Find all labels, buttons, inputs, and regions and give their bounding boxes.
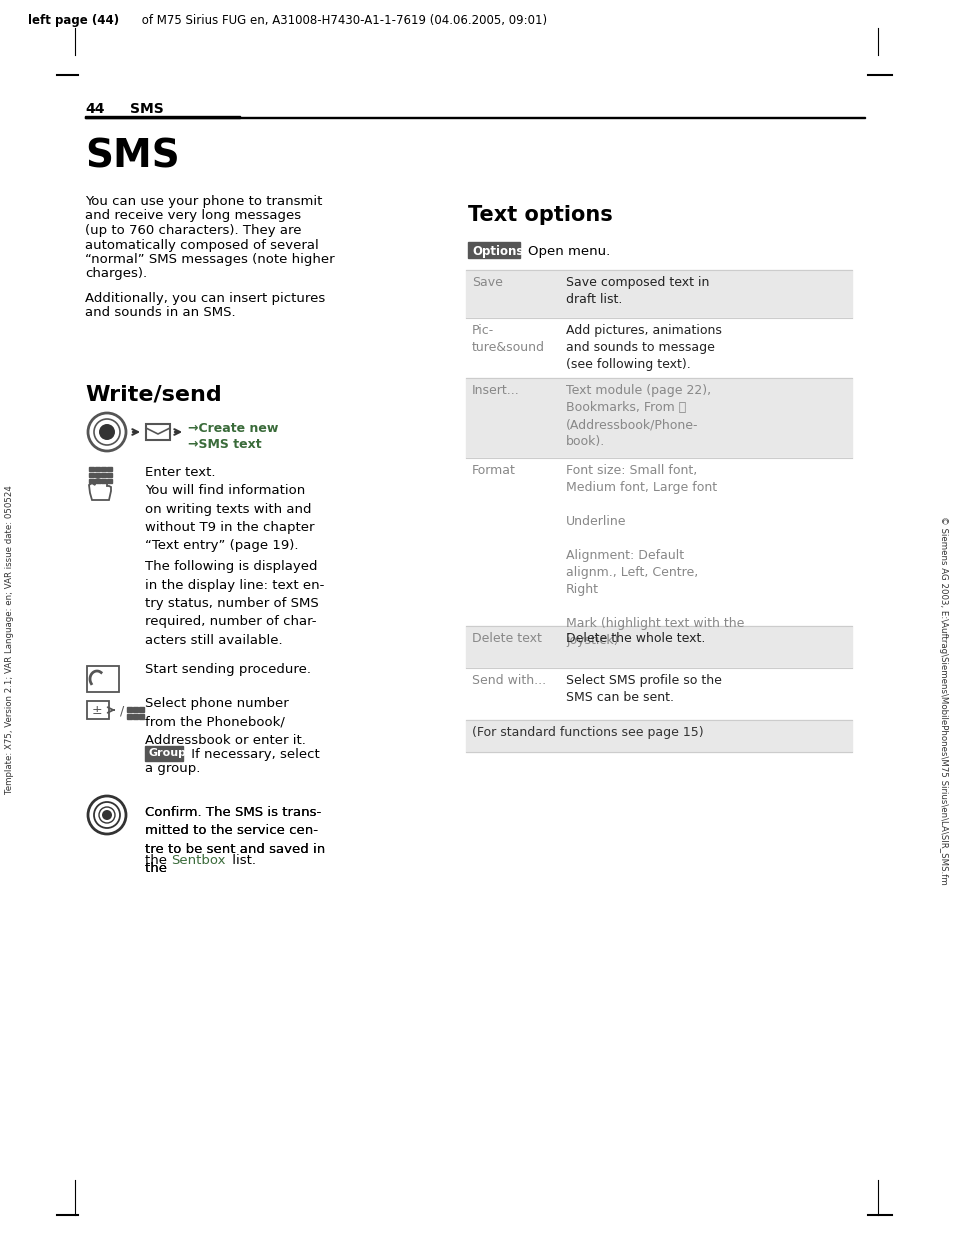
- Text: a group.: a group.: [145, 763, 200, 775]
- Text: the: the: [145, 854, 172, 867]
- Bar: [107, 467, 112, 471]
- Bar: [465, 270, 851, 318]
- Bar: [89, 478, 94, 483]
- Text: Open menu.: Open menu.: [527, 245, 610, 258]
- Text: Options: Options: [472, 245, 523, 258]
- Text: of M75 Sirius FUG en, A31008-H7430-A1-1-7619 (04.06.2005, 09:01): of M75 Sirius FUG en, A31008-H7430-A1-1-…: [138, 14, 547, 27]
- Text: If necessary, select: If necessary, select: [187, 748, 319, 761]
- Bar: [139, 706, 144, 711]
- Bar: [465, 459, 851, 625]
- Text: Start sending procedure.: Start sending procedure.: [145, 663, 311, 677]
- Bar: [87, 667, 119, 692]
- Bar: [127, 714, 132, 719]
- Text: automatically composed of several: automatically composed of several: [85, 238, 318, 252]
- Bar: [89, 473, 94, 477]
- Text: “normal” SMS messages (note higher: “normal” SMS messages (note higher: [85, 253, 335, 265]
- Text: You can use your phone to transmit: You can use your phone to transmit: [85, 196, 322, 208]
- Bar: [87, 701, 109, 719]
- Text: Save composed text in
draft list.: Save composed text in draft list.: [565, 277, 709, 307]
- Text: Text options: Text options: [468, 206, 612, 226]
- Bar: [465, 318, 851, 378]
- Bar: [468, 242, 519, 258]
- Text: Pic-
ture&sound: Pic- ture&sound: [472, 324, 544, 354]
- Text: charges).: charges).: [85, 268, 147, 280]
- Circle shape: [99, 424, 115, 440]
- Text: →Create new: →Create new: [188, 422, 278, 435]
- Bar: [465, 720, 851, 753]
- Text: /: /: [120, 704, 124, 716]
- Bar: [465, 625, 851, 668]
- Text: Send with...: Send with...: [472, 674, 545, 687]
- Bar: [139, 714, 144, 719]
- Text: Delete the whole text.: Delete the whole text.: [565, 632, 704, 645]
- Bar: [95, 478, 100, 483]
- Bar: [127, 706, 132, 711]
- Bar: [95, 473, 100, 477]
- Text: Confirm. The SMS is trans-
mitted to the service cen-
tre to be sent and saved i: Confirm. The SMS is trans- mitted to the…: [145, 806, 325, 875]
- Text: SMS: SMS: [85, 138, 179, 176]
- Text: Font size: Small font,
Medium font, Large font

Underline

Alignment: Default
al: Font size: Small font, Medium font, Larg…: [565, 464, 743, 647]
- Bar: [145, 746, 183, 761]
- Text: Write/send: Write/send: [85, 385, 221, 405]
- Bar: [101, 478, 106, 483]
- Text: →SMS text: →SMS text: [188, 439, 261, 451]
- Text: Select SMS profile so the
SMS can be sent.: Select SMS profile so the SMS can be sen…: [565, 674, 721, 704]
- Text: (For standard functions see page 15): (For standard functions see page 15): [472, 726, 703, 739]
- Text: ±: ±: [91, 704, 103, 716]
- Bar: [107, 478, 112, 483]
- Text: Format: Format: [472, 464, 516, 477]
- Text: Group: Group: [149, 748, 187, 758]
- Text: Delete text: Delete text: [472, 632, 541, 645]
- Bar: [85, 116, 240, 118]
- Text: Select phone number
from the Phonebook/
Addressbook or enter it.: Select phone number from the Phonebook/ …: [145, 697, 306, 748]
- Text: Additionally, you can insert pictures: Additionally, you can insert pictures: [85, 292, 325, 305]
- Bar: [132, 706, 138, 711]
- Text: and sounds in an SMS.: and sounds in an SMS.: [85, 307, 235, 319]
- Bar: [89, 467, 94, 471]
- Bar: [107, 473, 112, 477]
- Bar: [146, 424, 170, 440]
- Text: SMS: SMS: [130, 102, 164, 116]
- Text: Enter text.: Enter text.: [145, 466, 215, 478]
- Text: © Siemens AG 2003, E:\Auftrag\Siemens\MobilePhones\M75 Sirius\en\LA\SIR_SMS.fm: © Siemens AG 2003, E:\Auftrag\Siemens\Mo…: [939, 516, 947, 885]
- Bar: [132, 714, 138, 719]
- Text: You will find information
on writing texts with and
without T9 in the chapter
“T: You will find information on writing tex…: [145, 483, 314, 552]
- Bar: [101, 473, 106, 477]
- Text: (up to 760 characters). They are: (up to 760 characters). They are: [85, 224, 301, 237]
- Text: Sentbox: Sentbox: [171, 854, 225, 867]
- Bar: [95, 467, 100, 471]
- Text: left page (44): left page (44): [28, 14, 119, 27]
- Bar: [465, 668, 851, 720]
- Text: 44: 44: [85, 102, 105, 116]
- Text: Insert...: Insert...: [472, 384, 519, 397]
- Circle shape: [102, 810, 112, 820]
- Text: Template: X75, Version 2.1; VAR Language: en; VAR issue date: 050524: Template: X75, Version 2.1; VAR Language…: [6, 486, 14, 795]
- Text: list.: list.: [228, 854, 255, 867]
- Text: Text module (page 22),
Bookmarks, From 📱
(Addressbook/Phone-
book).: Text module (page 22), Bookmarks, From 📱…: [565, 384, 710, 449]
- Text: The following is displayed
in the display line: text en-
try status, number of S: The following is displayed in the displa…: [145, 559, 324, 647]
- Text: Confirm. The SMS is trans-
mitted to the service cen-
tre to be sent and saved i: Confirm. The SMS is trans- mitted to the…: [145, 806, 325, 875]
- Bar: [101, 467, 106, 471]
- Text: and receive very long messages: and receive very long messages: [85, 209, 301, 223]
- Text: Add pictures, animations
and sounds to message
(see following text).: Add pictures, animations and sounds to m…: [565, 324, 721, 371]
- Bar: [465, 378, 851, 459]
- Text: Save: Save: [472, 277, 502, 289]
